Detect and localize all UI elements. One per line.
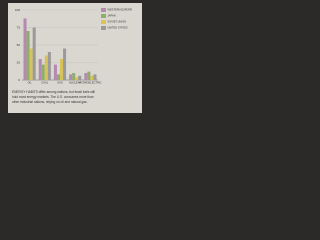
caption-line: hold most energy markets. The U.S. consu… bbox=[12, 95, 94, 99]
x-tick-label: NUCLEAR bbox=[69, 81, 82, 85]
bar bbox=[72, 73, 76, 80]
bar bbox=[87, 71, 91, 80]
y-tick-label: 100 bbox=[15, 8, 20, 12]
y-tick-label: 50 bbox=[17, 43, 21, 47]
legend-swatch bbox=[101, 8, 106, 12]
legend-label: JAPAN bbox=[108, 14, 116, 18]
bar bbox=[29, 48, 33, 80]
legend-swatch bbox=[101, 20, 106, 24]
bar bbox=[41, 64, 45, 80]
bar bbox=[90, 75, 94, 80]
bar bbox=[53, 64, 57, 80]
x-tick-label: OIL bbox=[28, 81, 33, 85]
legend-swatch bbox=[101, 26, 106, 30]
y-tick-label: 0 bbox=[18, 78, 20, 82]
y-tick-label: 75 bbox=[17, 25, 21, 29]
legend-swatch bbox=[101, 14, 106, 18]
x-tick-label: COAL bbox=[41, 81, 49, 85]
legend-label: UNITED STATES bbox=[108, 26, 128, 30]
bar bbox=[84, 73, 88, 80]
legend-label: SOVIET UNION bbox=[108, 20, 127, 24]
y-tick-label: 25 bbox=[17, 60, 21, 64]
bar bbox=[23, 18, 27, 80]
x-tick-label: HYDROELECTRIC bbox=[79, 81, 101, 85]
bar bbox=[78, 75, 82, 80]
bar bbox=[32, 27, 36, 80]
bar bbox=[47, 52, 51, 80]
legend-label: WESTERN EUROPE bbox=[108, 8, 133, 12]
bar bbox=[56, 74, 60, 80]
caption-line: ENERGY HABITS differ among nations, but … bbox=[12, 90, 95, 94]
bar bbox=[26, 31, 30, 80]
x-tick-label: GAS bbox=[57, 81, 63, 85]
caption-line: other industrial nations, relying on oil… bbox=[12, 100, 88, 104]
bar bbox=[44, 55, 48, 80]
bar bbox=[38, 59, 42, 80]
bar bbox=[69, 74, 73, 80]
bar bbox=[63, 48, 67, 80]
bar bbox=[93, 74, 97, 80]
bar bbox=[75, 77, 79, 80]
bar bbox=[60, 59, 64, 80]
chart: 0 25 50 75 100 OIL COAL GAS NUCLEARHYDROELECTRIC… bbox=[8, 3, 142, 113]
